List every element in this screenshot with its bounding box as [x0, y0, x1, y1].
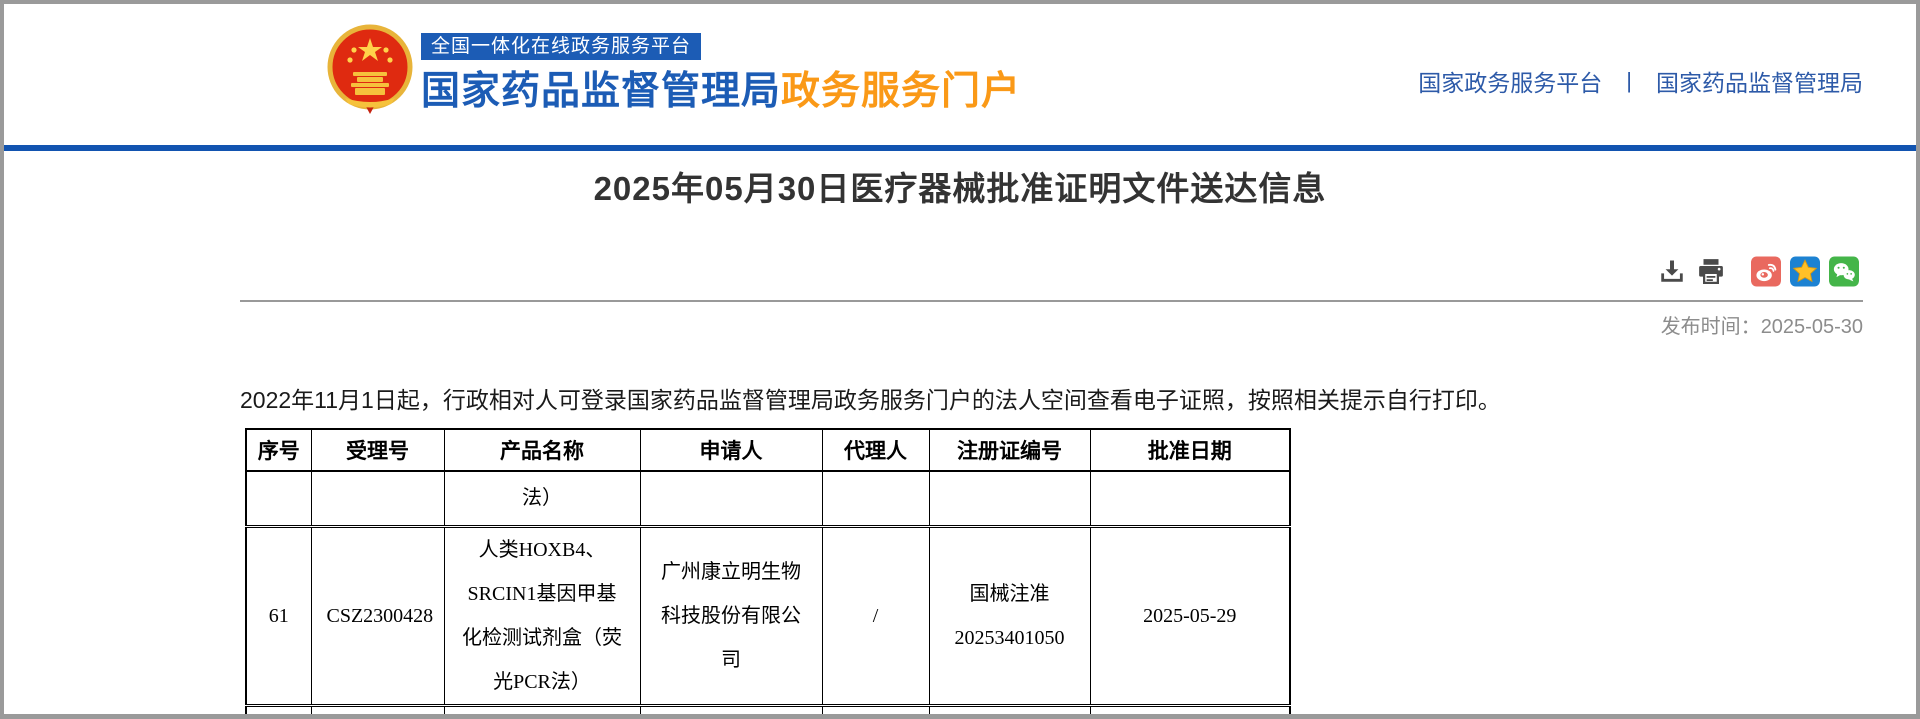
cell-applicant [639, 705, 823, 714]
cell-cert-no [928, 705, 1091, 714]
table-header-row: 序号 受理号 产品名称 申请人 代理人 注册证编号 批准日期 [245, 428, 1291, 472]
cell-agent [821, 705, 930, 714]
cell-seq: 61 [245, 526, 312, 707]
cell-applicant: 广州康立明生物科技股份有限公司 [639, 526, 823, 707]
table-row: 轮状病毒、诺如病 [245, 705, 1291, 714]
title-divider [240, 300, 1863, 302]
share-weibo-icon[interactable] [1751, 256, 1781, 286]
col-header-approval-date: 批准日期 [1089, 428, 1291, 472]
publish-date-label: 发布时间： [1660, 316, 1761, 338]
cell-product: 法） [443, 471, 641, 528]
cell-cert-no: 国械注准 20253401050 [928, 526, 1091, 707]
site-name-agency: 国家药品监督管理局 [421, 70, 782, 113]
col-header-agent: 代理人 [821, 428, 930, 472]
site-name-portal: 政务服务门户 [781, 70, 1022, 113]
header-divider-bar [4, 145, 1916, 151]
cert-no-prefix: 国械注准 [969, 582, 1050, 605]
cell-agent [821, 471, 930, 528]
cell-approval-date [1089, 705, 1291, 714]
nav-separator: | [1626, 68, 1632, 93]
table-row: 法） [245, 471, 1291, 528]
platform-badge: 全国一体化在线政务服务平台 [421, 33, 702, 60]
publish-date-value: 2025-05-30 [1760, 316, 1863, 338]
col-header-acceptance-no: 受理号 [310, 428, 445, 472]
intro-paragraph: 2022年11月1日起，行政相对人可登录国家药品监督管理局政务服务门户的法人空间… [240, 387, 1501, 413]
header-nav: 国家政务服务平台 | 国家药品监督管理局 [1418, 64, 1863, 98]
col-header-applicant: 申请人 [639, 428, 823, 472]
cell-approval-date: 2025-05-29 [1089, 526, 1291, 707]
cell-acceptance-no: CSZ2300428 [310, 526, 445, 707]
cell-seq [245, 471, 312, 528]
cell-agent: / [821, 526, 930, 707]
col-header-seq: 序号 [245, 428, 312, 472]
share-qzone-icon[interactable] [1790, 256, 1820, 286]
approval-table: 序号 受理号 产品名称 申请人 代理人 注册证编号 批准日期 法） 61 [245, 428, 1291, 714]
col-header-product: 产品名称 [443, 428, 641, 472]
page-title: 2025年05月30日医疗器械批准证明文件送达信息 [593, 170, 1327, 207]
cell-product: 人类HOXB4、SRCIN1基因甲基化检测试剂盒（荧光PCR法） [443, 526, 641, 707]
cert-no-number: 20253401050 [954, 626, 1065, 649]
cell-acceptance-no [310, 471, 445, 528]
cell-product: 轮状病毒、诺如病 [443, 705, 641, 714]
nav-link-national-gov-platform[interactable]: 国家政务服务平台 [1418, 70, 1603, 96]
table-row: 61 CSZ2300428 人类HOXB4、SRCIN1基因甲基化检测试剂盒（荧… [245, 526, 1291, 707]
toolbar [1657, 256, 1859, 286]
cell-cert-no [928, 471, 1091, 528]
cell-acceptance-no [310, 705, 445, 714]
publish-date: 发布时间：2025-05-30 [1661, 310, 1863, 339]
cell-seq [245, 705, 312, 714]
cell-applicant [639, 471, 823, 528]
site-title: 国家药品监督管理局政务服务门户 [421, 60, 1021, 116]
nav-link-nmpa[interactable]: 国家药品监督管理局 [1656, 70, 1863, 96]
cell-approval-date [1089, 471, 1291, 528]
national-emblem-icon [327, 24, 413, 114]
col-header-cert-no: 注册证编号 [928, 428, 1091, 472]
print-icon[interactable] [1696, 256, 1726, 286]
download-icon[interactable] [1657, 256, 1687, 286]
site-header: 全国一体化在线政务服务平台 国家药品监督管理局政务服务门户 国家政务服务平台 |… [4, 4, 1916, 145]
share-wechat-icon[interactable] [1829, 256, 1859, 286]
